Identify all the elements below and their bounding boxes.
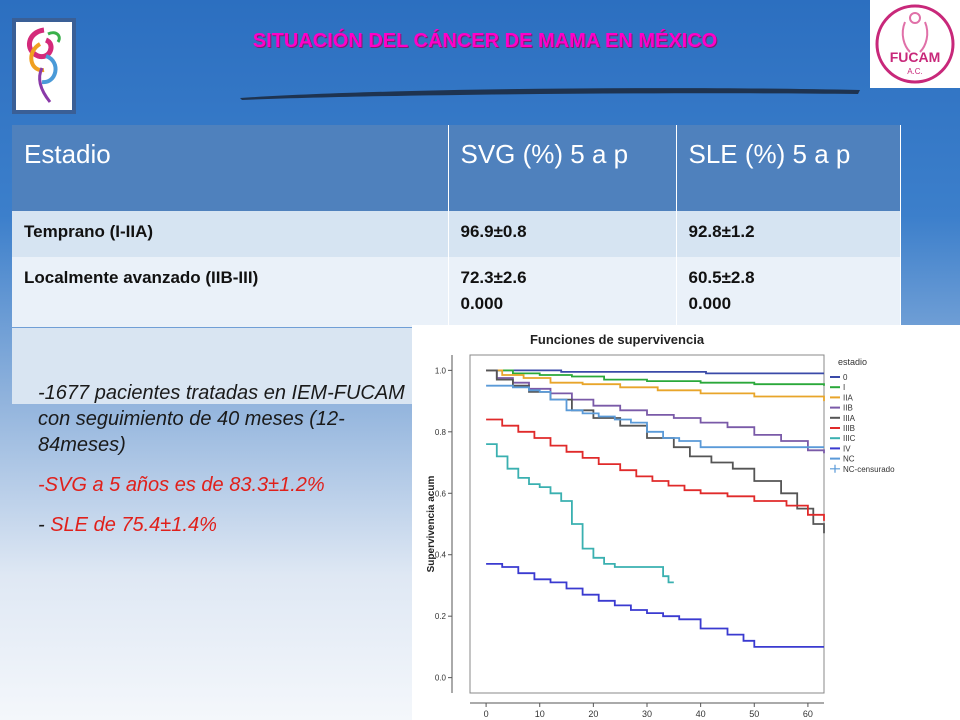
swirl-logo — [12, 18, 76, 114]
header-svg: SVG (%) 5 a p — [448, 125, 677, 211]
header-estadio: Estadio — [12, 125, 449, 211]
y-tick-label: 0.2 — [435, 612, 447, 621]
x-tick-label: 40 — [696, 709, 706, 719]
series-line-i — [486, 369, 825, 386]
header-sle: SLE (%) 5 a p — [676, 125, 901, 211]
note-sle: - SLE de 75.4±1.4% — [38, 512, 408, 538]
cell-stage: Localmente avanzado (IIB-III) — [12, 257, 449, 327]
y-axis: 0.0 0.2 0.4 0.6 0.8 1.0 — [435, 355, 453, 693]
y-axis-label: Supervivencia acum — [426, 476, 437, 573]
note-patients: -1677 pacientes tratadas en IEM-FUCAM co… — [38, 382, 405, 456]
chart-title: Funciones de supervivencia — [530, 332, 705, 347]
legend-label: NC-censurado — [843, 465, 895, 474]
page-title: SITUACIÓN DEL CÁNCER DE MAMA EN MÉXICO — [252, 30, 718, 52]
x-tick-label: 20 — [588, 709, 598, 719]
cell-sle-p: 0.000 — [688, 294, 732, 313]
fucam-logo-sub: A.C. — [907, 67, 923, 76]
y-tick-label: 0.8 — [435, 428, 447, 437]
x-tick-label: 60 — [803, 709, 813, 719]
fucam-logo: FUCAM A.C. — [870, 0, 960, 88]
legend-label: I — [843, 383, 845, 392]
x-axis: 0 10 20 30 40 50 60 — [470, 702, 824, 719]
legend: estadio0IIIAIIBIIIAIIIBIIICIVNCNC-censur… — [830, 357, 895, 474]
series-line-iiib — [486, 418, 825, 521]
legend-censored-marker — [830, 464, 840, 473]
x-tick-label: 10 — [535, 709, 545, 719]
y-tick-label: 1.0 — [435, 366, 447, 375]
legend-label: NC — [843, 455, 855, 464]
series-line-0 — [486, 369, 824, 375]
y-tick-label: 0.0 — [435, 674, 447, 683]
legend-label: IIB — [843, 404, 853, 413]
y-tick-label: 0.4 — [435, 551, 447, 560]
plot-frame — [469, 354, 825, 694]
series-group — [486, 369, 825, 648]
legend-title: estadio — [838, 357, 867, 367]
cell-sle: 92.8±1.2 — [676, 211, 901, 257]
x-tick-label: 0 — [484, 709, 489, 719]
series-line-iib — [486, 369, 825, 454]
note-sle-text: SLE de 75.4±1.4% — [50, 514, 217, 536]
fucam-logo-text: FUCAM — [890, 49, 941, 65]
cell-svg-p: 0.000 — [460, 294, 504, 313]
empty-table-row — [12, 328, 434, 404]
cell-svg: 96.9±0.8 — [448, 211, 677, 257]
survival-chart-svg: Funciones de supervivencia 0.00.20.40.60… — [426, 332, 895, 719]
cell-sle-value: 60.5±2.8 — [688, 268, 755, 287]
y-tick-label: 0.6 — [435, 489, 447, 498]
legend-label: IIIC — [843, 434, 856, 443]
x-tick-label: 30 — [642, 709, 652, 719]
notes-block: -1677 pacientes tratadas en IEM-FUCAM co… — [38, 380, 408, 552]
series-line-iiia — [486, 369, 825, 534]
survival-table: Estadio SVG (%) 5 a p SLE (%) 5 a p Temp… — [12, 125, 901, 327]
series-line-iia — [486, 369, 825, 402]
legend-label: 0 — [843, 373, 848, 382]
series-line-nc — [486, 384, 824, 449]
cell-sle: 60.5±2.8 0.000 — [676, 257, 901, 327]
legend-label: IIIA — [843, 414, 856, 423]
cell-stage: Temprano (I-IIA) — [12, 211, 449, 257]
cell-svg-value: 72.3±2.6 — [460, 268, 527, 287]
table-row: Localmente avanzado (IIB-III) 72.3±2.6 0.… — [12, 257, 901, 327]
survival-chart: Funciones de supervivencia 0.0 0.2 0.4 0.6 0… — [412, 325, 960, 720]
note-sle-prefix: - — [38, 514, 51, 536]
series-line-iiic — [486, 443, 674, 584]
legend-label: IV — [843, 444, 851, 453]
legend-label: IIA — [843, 393, 853, 402]
table-row: Temprano (I-IIA) 96.9±0.8 92.8±1.2 — [12, 211, 901, 257]
note-svg: -SVG a 5 años es de 83.3±1.2% — [38, 474, 325, 496]
series-line-iv — [486, 563, 824, 648]
title-underline — [240, 88, 860, 100]
legend-label: IIIB — [843, 424, 855, 433]
cell-svg: 72.3±2.6 0.000 — [448, 257, 677, 327]
x-tick-label: 50 — [749, 709, 759, 719]
